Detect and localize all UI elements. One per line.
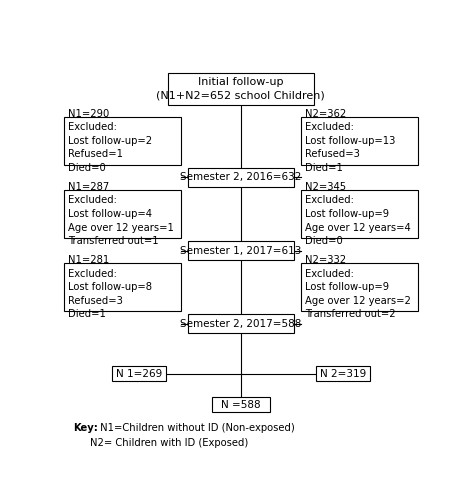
Bar: [188, 314, 294, 333]
Bar: [64, 117, 181, 165]
Text: N1=290
Excluded:
Lost follow-up=2
Refused=1
Died=0: N1=290 Excluded: Lost follow-up=2 Refuse…: [68, 108, 152, 173]
Text: N1=287
Excluded:
Lost follow-up=4
Age over 12 years=1
Transferred out=1: N1=287 Excluded: Lost follow-up=4 Age ov…: [68, 182, 174, 246]
Text: N2=332
Excluded:
Lost follow-up=9
Age over 12 years=2
Transferred out=2: N2=332 Excluded: Lost follow-up=9 Age ov…: [305, 255, 410, 320]
Bar: [111, 366, 166, 382]
Text: N1=281
Excluded:
Lost follow-up=8
Refused=3
Died=1: N1=281 Excluded: Lost follow-up=8 Refuse…: [68, 255, 152, 320]
Text: N2=362
Excluded:
Lost follow-up=13
Refused=3
Died=1: N2=362 Excluded: Lost follow-up=13 Refus…: [305, 108, 395, 173]
Text: N2= Children with ID (Exposed): N2= Children with ID (Exposed): [90, 438, 248, 448]
Text: Initial follow-up
(N1+N2=652 school Children): Initial follow-up (N1+N2=652 school Chil…: [157, 77, 325, 100]
Text: N 2=319: N 2=319: [320, 369, 366, 379]
Bar: [64, 263, 181, 311]
Text: N =588: N =588: [221, 400, 261, 409]
Bar: [212, 397, 270, 412]
Text: N 1=269: N 1=269: [116, 369, 162, 379]
Bar: [168, 72, 314, 105]
Text: N2=345
Excluded:
Lost follow-up=9
Age over 12 years=4
Died=0: N2=345 Excluded: Lost follow-up=9 Age ov…: [305, 182, 410, 246]
Text: Semester 1, 2017=613: Semester 1, 2017=613: [180, 246, 302, 256]
Bar: [188, 242, 294, 260]
Bar: [188, 168, 294, 186]
Bar: [301, 263, 417, 311]
Bar: [315, 366, 370, 382]
Text: N1=Children without ID (Non-exposed): N1=Children without ID (Non-exposed): [97, 423, 295, 433]
Text: Semester 2, 2017=588: Semester 2, 2017=588: [180, 318, 302, 328]
Text: Key:: Key:: [73, 423, 98, 433]
Bar: [301, 117, 417, 165]
Bar: [301, 190, 417, 238]
Bar: [64, 190, 181, 238]
Text: Semester 2, 2016=632: Semester 2, 2016=632: [180, 172, 302, 182]
